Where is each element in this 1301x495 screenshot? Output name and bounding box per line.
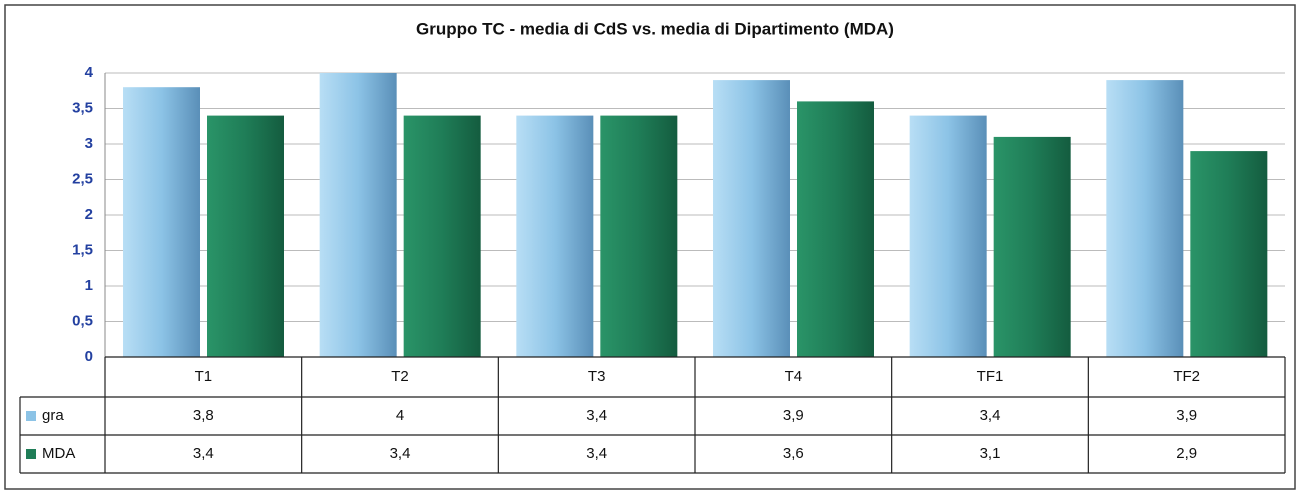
bar bbox=[207, 115, 284, 357]
bar bbox=[516, 115, 594, 357]
y-tick-label: 2 bbox=[85, 206, 93, 223]
table-value: 3,4 bbox=[193, 445, 214, 462]
bar bbox=[600, 115, 678, 357]
bar bbox=[1106, 80, 1184, 357]
y-tick-label: 3 bbox=[85, 135, 93, 152]
bar bbox=[797, 101, 874, 358]
table-value: 3,4 bbox=[586, 445, 607, 462]
y-tick-label: 4 bbox=[85, 64, 94, 81]
bar bbox=[403, 115, 481, 357]
table-value: 3,4 bbox=[980, 407, 1001, 424]
bar bbox=[713, 80, 790, 357]
y-tick-label: 1 bbox=[85, 277, 93, 294]
legend-swatch bbox=[26, 411, 36, 421]
bar bbox=[123, 87, 200, 357]
table-value: 4 bbox=[396, 407, 404, 424]
y-tick-label: 0 bbox=[85, 348, 93, 365]
table-value: 2,9 bbox=[1176, 445, 1197, 462]
y-tick-label: 3,5 bbox=[72, 99, 93, 116]
bar bbox=[993, 136, 1071, 357]
x-tick-label: T4 bbox=[785, 368, 803, 385]
bar bbox=[319, 73, 397, 357]
x-tick-label: TF2 bbox=[1173, 368, 1200, 385]
x-tick-label: T2 bbox=[391, 368, 409, 385]
x-tick-label: TF1 bbox=[977, 368, 1004, 385]
y-tick-label: 1,5 bbox=[72, 241, 93, 258]
chart-title: Gruppo TC - media di CdS vs. media di Di… bbox=[416, 19, 894, 38]
legend-label: MDA bbox=[42, 445, 75, 462]
x-tick-label: T1 bbox=[195, 368, 213, 385]
table-value: 3,8 bbox=[193, 407, 214, 424]
table-value: 3,9 bbox=[1176, 407, 1197, 424]
table-value: 3,9 bbox=[783, 407, 804, 424]
y-tick-label: 2,5 bbox=[72, 170, 93, 187]
x-tick-label: T3 bbox=[588, 368, 606, 385]
table-value: 3,4 bbox=[586, 407, 607, 424]
table-value: 3,6 bbox=[783, 445, 804, 462]
bar bbox=[909, 115, 987, 357]
legend-swatch bbox=[26, 449, 36, 459]
table-value: 3,1 bbox=[980, 445, 1001, 462]
table-value: 3,4 bbox=[390, 445, 411, 462]
legend-label: gra bbox=[42, 407, 64, 424]
bar bbox=[1190, 151, 1268, 357]
y-tick-label: 0,5 bbox=[72, 312, 93, 329]
